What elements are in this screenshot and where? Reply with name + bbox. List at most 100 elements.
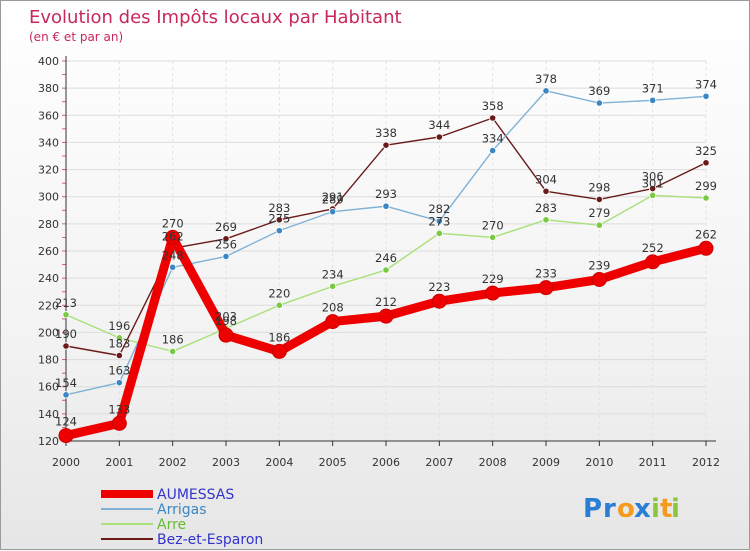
point-arrigas-2012	[702, 92, 710, 100]
y-tick-label-320: 320	[38, 164, 59, 177]
data-label-bez-et-esparon-2001: 183	[108, 337, 130, 351]
logo-letter-0: P	[583, 494, 602, 524]
point-arrigas-2010	[595, 99, 603, 107]
point-aumessas-2003	[218, 327, 234, 343]
data-label-aumessas-2010: 239	[588, 259, 610, 273]
data-label-aumessas-2002: 270	[162, 216, 184, 230]
point-arrigas-2003	[222, 252, 230, 261]
data-label-aumessas-2005: 208	[322, 301, 344, 315]
data-label-bez-et-esparon-2010: 298	[588, 180, 610, 194]
point-bez-et-esparon-2000	[62, 342, 70, 350]
legend-label-arrigas: Arrigas	[157, 502, 207, 518]
x-tick-label-2008: 2008	[479, 456, 507, 469]
data-label-bez-et-esparon-2000: 190	[55, 327, 77, 341]
data-label-arre-2008: 270	[482, 218, 504, 232]
point-aumessas-2012	[698, 240, 714, 256]
point-arre-2000	[62, 311, 70, 319]
data-label-arrigas-2007: 282	[428, 202, 450, 216]
chart-subtitle: (en € et par an)	[29, 30, 123, 44]
point-arrigas-2001	[115, 379, 123, 387]
y-tick-label-260: 260	[38, 245, 59, 258]
data-label-bez-et-esparon-2002: 262	[162, 229, 184, 243]
data-label-bez-et-esparon-2007: 344	[428, 118, 450, 132]
point-arre-2005	[329, 282, 337, 290]
data-label-arre-2010: 279	[588, 206, 610, 220]
y-tick-label-120: 120	[38, 435, 59, 448]
data-label-arre-2005: 234	[322, 267, 344, 281]
x-tick-label-2003: 2003	[212, 456, 240, 469]
x-tick-label-2002: 2002	[159, 456, 187, 469]
data-label-aumessas-2009: 233	[535, 267, 557, 281]
legend-label-arre: Arre	[157, 517, 186, 533]
point-arrigas-2011	[649, 96, 657, 104]
data-label-aumessas-2004: 186	[268, 330, 290, 344]
point-arrigas-2006	[382, 202, 390, 210]
data-labels: 190 183 262 269 283 291 338 344 358 304 298 306 325 2…	[55, 72, 717, 429]
data-label-aumessas-2008: 229	[482, 272, 504, 286]
data-label-arrigas-2012: 374	[695, 77, 717, 91]
point-aumessas-2000	[58, 428, 74, 444]
point-arrigas-2000	[62, 391, 70, 399]
point-arrigas-2009	[542, 87, 550, 95]
point-arrigas-2007	[435, 217, 443, 225]
point-aumessas-2010	[591, 272, 607, 287]
point-aumessas-2005	[325, 314, 341, 330]
data-label-arrigas-2003: 256	[215, 237, 237, 251]
x-tick-label-2007: 2007	[425, 456, 453, 469]
y-tick-label-160: 160	[38, 381, 59, 394]
data-label-arrigas-2008: 334	[482, 132, 504, 146]
data-label-arrigas-2004: 275	[268, 212, 290, 226]
data-label-bez-et-esparon-2011: 306	[642, 170, 664, 184]
point-aumessas-2004	[271, 343, 287, 359]
y-tick-label-300: 300	[38, 191, 59, 204]
point-bez-et-esparon-2012	[702, 159, 710, 167]
data-label-arrigas-2010: 369	[588, 84, 610, 98]
data-label-aumessas-2001: 133	[108, 402, 130, 416]
y-tick-label-140: 140	[38, 408, 59, 421]
x-tick-label-2012: 2012	[692, 456, 720, 469]
point-aumessas-2006	[378, 308, 394, 324]
x-tick-label-2011: 2011	[639, 456, 667, 469]
point-arrigas-2004	[275, 227, 283, 235]
data-label-bez-et-esparon-2004: 283	[268, 201, 290, 215]
y-tick-label-200: 200	[38, 326, 59, 339]
logo-letter-1: r	[603, 494, 616, 524]
point-bez-et-esparon-2007	[435, 133, 443, 141]
data-label-arrigas-2005: 289	[322, 193, 344, 207]
point-arrigas-2005	[329, 208, 337, 216]
data-label-arre-2006: 246	[375, 251, 397, 265]
series-group	[58, 87, 714, 444]
point-aumessas-2007	[431, 293, 447, 309]
point-arre-2001	[115, 334, 123, 342]
y-tick-label-400: 400	[38, 55, 59, 68]
data-label-arrigas-2009: 378	[535, 72, 557, 86]
data-label-arrigas-2011: 371	[642, 81, 664, 95]
x-tick-label-2005: 2005	[319, 456, 347, 469]
x-tick-label-2009: 2009	[532, 456, 560, 469]
point-bez-et-esparon-2008	[489, 114, 497, 122]
data-label-arrigas-2006: 293	[375, 187, 397, 201]
y-tick-label-360: 360	[38, 109, 59, 122]
chart-title: Evolution des Impôts locaux par Habitant	[29, 7, 402, 28]
data-label-aumessas-2006: 212	[375, 295, 397, 309]
point-aumessas-2011	[645, 254, 661, 270]
data-label-arre-2011: 301	[642, 176, 664, 190]
y-tick-label-380: 380	[38, 82, 59, 95]
data-label-arre-2003: 203	[215, 309, 237, 323]
logo-letter-3: x	[634, 494, 651, 524]
data-label-aumessas-2011: 252	[642, 241, 664, 255]
data-label-arre-2002: 186	[162, 332, 184, 346]
data-label-arre-2000: 213	[55, 296, 77, 310]
point-bez-et-esparon-2001	[115, 351, 123, 360]
x-tick-label-2010: 2010	[585, 456, 613, 469]
point-bez-et-esparon-2003	[222, 235, 230, 243]
data-label-arre-2001: 196	[108, 319, 130, 333]
point-arrigas-2008	[489, 146, 497, 155]
point-arre-2012	[702, 194, 710, 202]
point-arrigas-2002	[169, 263, 177, 271]
data-label-aumessas-2012: 262	[695, 227, 717, 241]
point-aumessas-2009	[538, 280, 554, 296]
axes: 120 140 160 180 200 220 240 260 280 300 320 340 360 3…	[38, 55, 720, 469]
